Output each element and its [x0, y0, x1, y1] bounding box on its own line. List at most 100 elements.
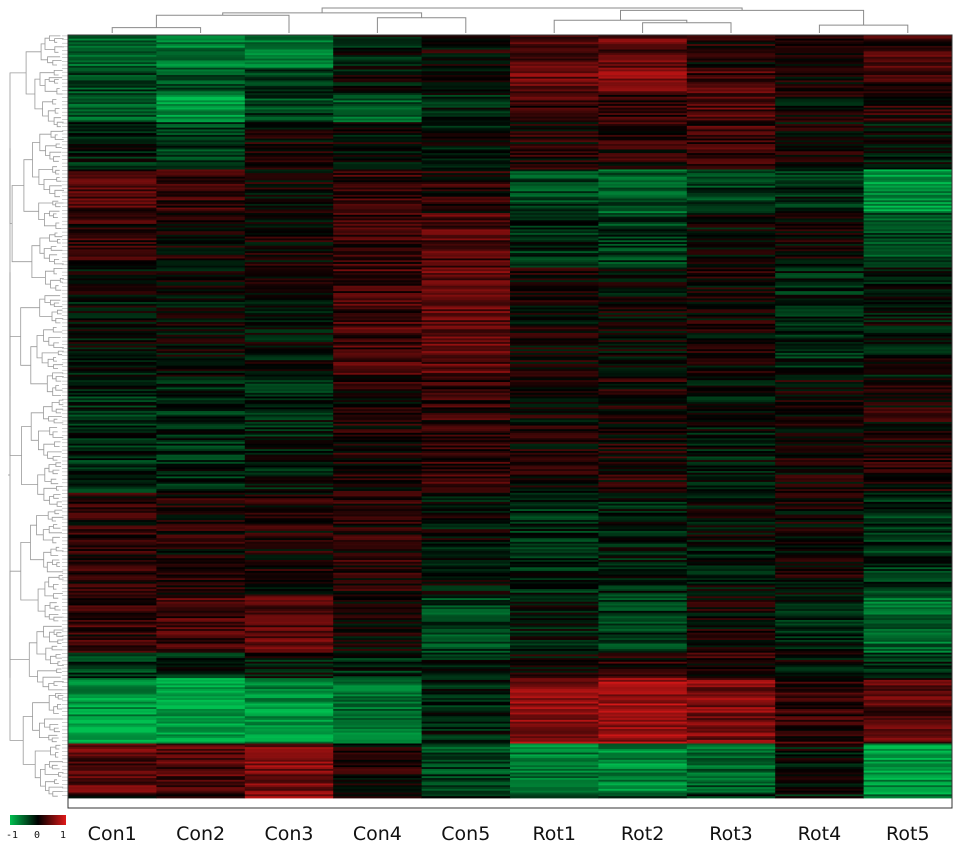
- heatmap-cell: [156, 316, 246, 319]
- heatmap-cell: [863, 156, 953, 159]
- heatmap-cell: [510, 650, 599, 654]
- heatmap-cell: [156, 352, 246, 356]
- heatmap-cell: [333, 748, 422, 752]
- heatmap-cell: [775, 538, 864, 541]
- heatmap-cell: [156, 532, 246, 535]
- heatmap-cell: [863, 490, 953, 494]
- heatmap-cell: [686, 438, 776, 441]
- heatmap-cell: [863, 343, 953, 347]
- heatmap-cell: [156, 116, 246, 119]
- heatmap-cell: [598, 154, 688, 158]
- row-dendrogram-branch: [48, 786, 64, 795]
- heatmap-cell: [510, 447, 599, 450]
- heatmap-cell: [598, 236, 688, 239]
- heatmap-cell: [421, 289, 511, 292]
- heatmap-cell: [863, 494, 953, 497]
- heatmap-cell: [421, 452, 511, 456]
- heatmap-cell: [333, 547, 422, 550]
- heatmap-cell: [598, 381, 688, 385]
- heatmap-cell: [863, 781, 953, 784]
- heatmap-cell: [333, 352, 422, 356]
- heatmap-cell: [775, 35, 864, 38]
- heatmap-cell: [863, 458, 953, 461]
- heatmap-cell: [244, 242, 334, 245]
- heatmap-cell: [863, 754, 953, 757]
- heatmap-cell: [775, 78, 864, 81]
- heatmap-cell: [68, 327, 157, 330]
- heatmap-cell: [68, 378, 157, 381]
- heatmap-cell: [775, 478, 864, 481]
- heatmap-cell: [510, 151, 599, 154]
- heatmap-cell: [244, 85, 334, 89]
- heatmap-cell: [863, 612, 953, 615]
- heatmap-cell: [775, 262, 864, 265]
- heatmap-cell: [775, 314, 864, 317]
- heatmap-cell: [333, 325, 422, 328]
- heatmap-cell: [156, 122, 246, 125]
- heatmap-cell: [510, 580, 599, 583]
- heatmap-cell: [598, 752, 688, 755]
- heatmap-cell: [68, 138, 157, 141]
- heatmap-cell: [244, 76, 334, 79]
- heatmap-cell: [686, 67, 776, 70]
- heatmap-cell: [156, 153, 246, 156]
- heatmap-cell: [598, 661, 688, 664]
- heatmap-cell: [421, 243, 511, 247]
- heatmap-cell: [863, 240, 953, 243]
- heatmap-cell: [775, 520, 864, 523]
- heatmap-cell: [775, 679, 864, 683]
- heatmap-cell: [156, 650, 246, 654]
- heatmap-cell: [333, 322, 422, 325]
- heatmap-cell: [863, 538, 953, 541]
- heatmap-cell: [421, 154, 511, 158]
- column-label-rot5: Rot5: [886, 823, 930, 843]
- heatmap-cell: [421, 71, 511, 74]
- heatmap-cell: [863, 64, 953, 67]
- heatmap-cell: [333, 654, 422, 657]
- heatmap-cell: [510, 35, 599, 38]
- heatmap-cell: [510, 383, 599, 387]
- heatmap-cell: [598, 354, 688, 357]
- heatmap-cell: [686, 387, 776, 390]
- heatmap-cell: [686, 96, 776, 99]
- heatmap-cell: [244, 356, 334, 359]
- heatmap-cell: [333, 145, 422, 149]
- heatmap-cell: [598, 725, 688, 728]
- heatmap-cell: [775, 685, 864, 688]
- heatmap-cell: [244, 690, 334, 694]
- heatmap-cell: [510, 93, 599, 96]
- heatmap-cell: [863, 460, 953, 463]
- heatmap-cell: [333, 643, 422, 646]
- heatmap-cell: [421, 371, 511, 374]
- heatmap-cell: [156, 665, 246, 668]
- heatmap-cell: [156, 512, 246, 515]
- heatmap-cell: [156, 54, 246, 58]
- heatmap-cell: [68, 707, 157, 710]
- heatmap-cell: [421, 358, 511, 361]
- heatmap-cell: [421, 730, 511, 733]
- heatmap-cell: [775, 209, 864, 212]
- heatmap-cell: [510, 247, 599, 250]
- heatmap-cell: [244, 280, 334, 283]
- row-dendrogram-branch: [44, 467, 52, 482]
- heatmap-cell: [598, 727, 688, 730]
- heatmap-cell: [156, 44, 246, 47]
- heatmap-cell: [863, 521, 953, 525]
- heatmap-cell: [598, 327, 688, 330]
- heatmap-cell: [863, 238, 953, 241]
- heatmap-cell: [68, 627, 157, 630]
- heatmap-cell: [156, 758, 246, 761]
- heatmap-cell: [863, 154, 953, 158]
- heatmap-cell: [244, 53, 334, 56]
- heatmap-cell: [244, 451, 334, 454]
- heatmap-cell: [863, 449, 953, 452]
- heatmap-cell: [244, 730, 334, 733]
- heatmap-cell: [333, 89, 422, 92]
- heatmap-cell: [68, 418, 157, 421]
- heatmap-cell: [863, 220, 953, 223]
- heatmap-cell: [244, 285, 334, 288]
- heatmap-cell: [156, 222, 246, 225]
- heatmap-cell: [686, 758, 776, 761]
- heatmap-cell: [686, 723, 776, 726]
- heatmap-cell: [333, 294, 422, 297]
